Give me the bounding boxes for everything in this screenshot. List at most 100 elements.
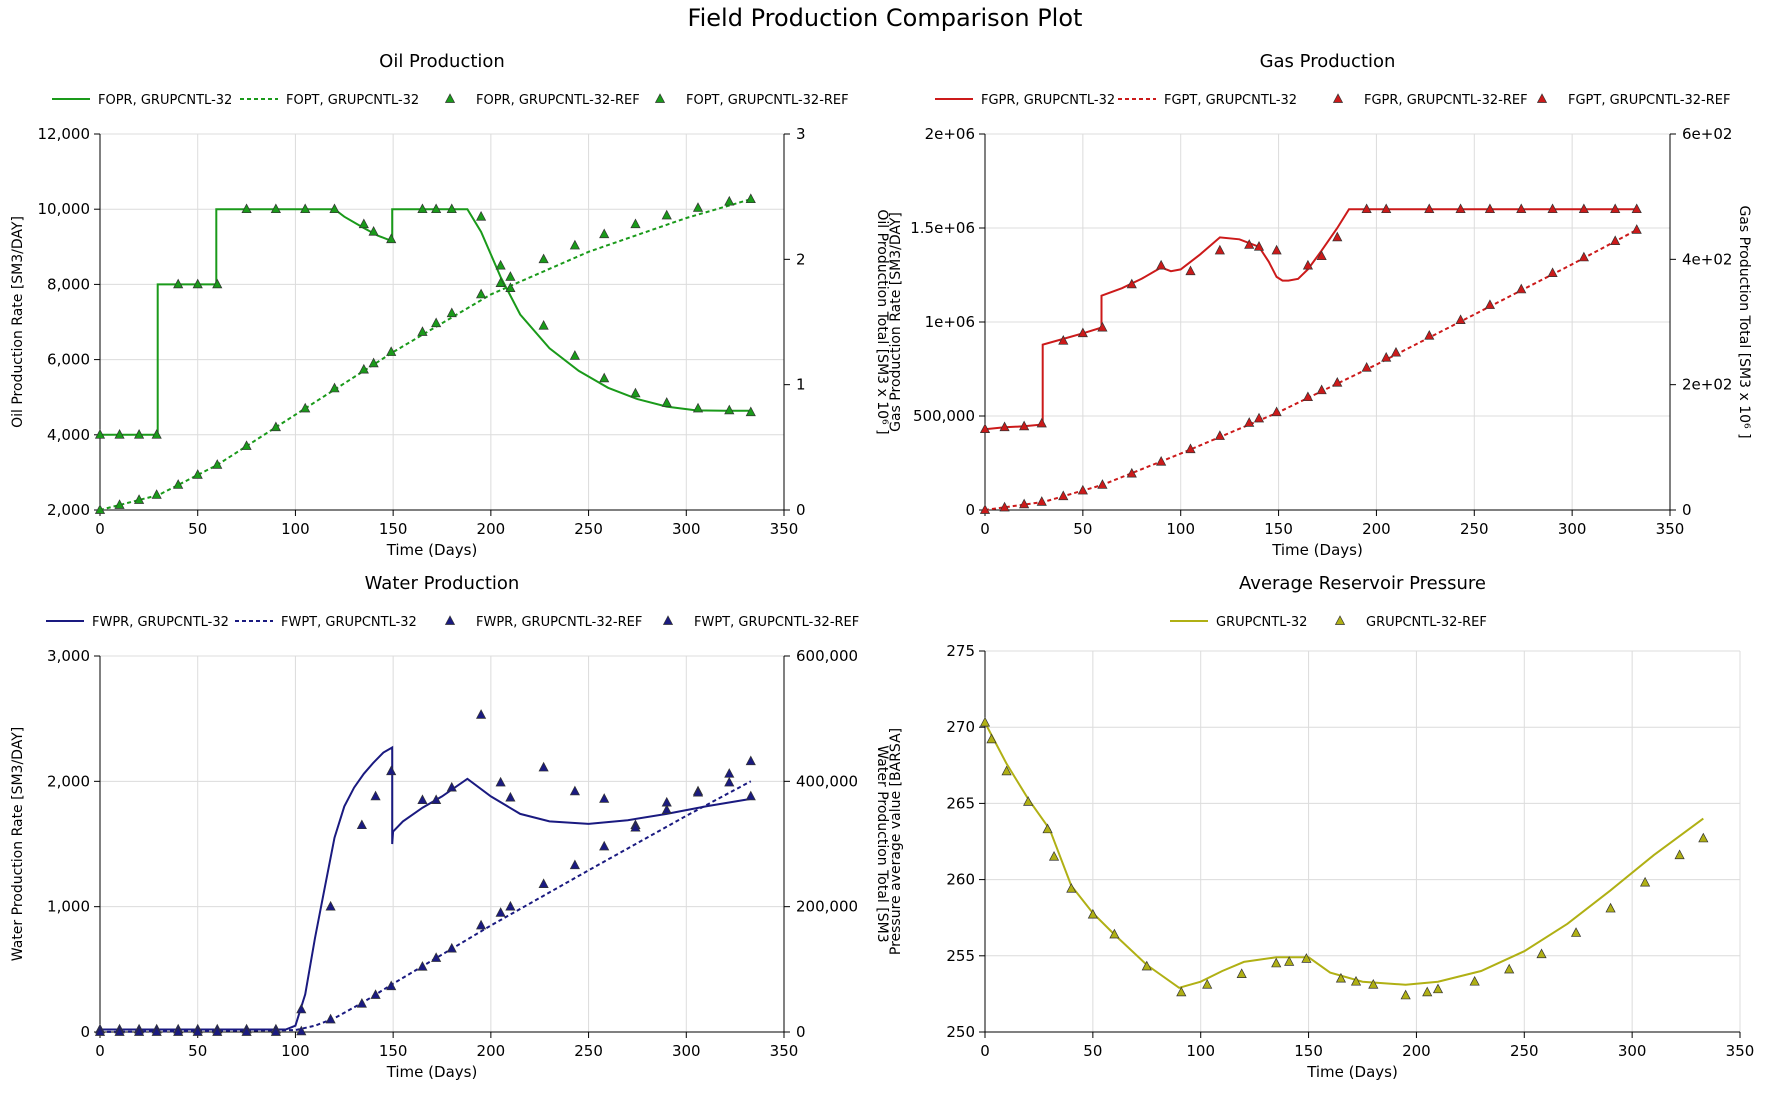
data-point [1271,957,1282,968]
data-point [1019,498,1030,509]
data-point [1001,765,1012,776]
data-point [94,429,106,439]
data-point [1019,420,1030,431]
y-tick-label: 6,000 [47,351,90,369]
y-axis-label: Oil Production Rate [SM3/DAY] [10,216,26,428]
legend-label: FGPR, GRUPCNTL-32 [981,93,1115,108]
chart-title: Average Reservoir Pressure [1239,573,1486,594]
data-point [1023,796,1034,806]
data-point [192,1026,203,1036]
y2-axis-label: Water Production Total [SM3 [874,745,890,942]
data-point [151,429,162,439]
data-point [999,421,1010,432]
x-tick-label: 100 [1186,1042,1215,1060]
data-point [476,709,487,719]
y-tick-label: 2,000 [47,501,90,519]
data-point [1536,948,1547,959]
data-point [1066,882,1077,893]
x-tick-label: 50 [1083,1042,1102,1060]
y-tick-label: 255 [946,947,975,965]
data-point [212,1026,223,1036]
series-line [99,780,752,1033]
data-point [745,755,756,766]
data-point [476,919,487,930]
data-point [241,203,252,214]
x-tick-label: 350 [770,1042,799,1060]
data-point [476,288,487,299]
data-point [1335,972,1347,983]
x-tick-label: 150 [379,1042,408,1060]
legend-marker [654,93,666,103]
data-point [1610,235,1621,246]
data-point [999,501,1010,512]
data-point [979,716,991,727]
data-point [538,761,549,772]
data-point [495,776,506,787]
x-tick-label: 100 [281,1042,310,1060]
data-point [212,278,223,289]
data-point [1361,361,1372,372]
data-point [1547,203,1558,214]
data-point [370,989,381,999]
data-point [538,320,549,330]
data-point [1271,406,1282,417]
data-point [431,317,442,328]
y-tick-label: 2e+06 [925,125,975,143]
data-point [1516,203,1527,214]
legend-label: FOPR, GRUPCNTL-32 [98,93,232,108]
y-tick-label: 1,000 [47,898,90,916]
data-point [630,218,641,229]
x-tick-label: 250 [1510,1042,1539,1060]
y-tick-label: 270 [946,718,975,736]
data-point [1036,417,1047,428]
data-point [495,277,506,287]
data-point [1424,330,1435,340]
y2-tick-label: 1 [796,376,806,394]
data-point [356,819,367,830]
data-point [1578,203,1589,214]
data-point [1058,335,1069,345]
data-point [1109,928,1120,939]
data-point [1631,224,1642,234]
data-point [431,952,442,962]
x-tick-label: 0 [980,1042,990,1060]
data-point [300,203,311,214]
x-tick-label: 300 [1558,520,1587,538]
data-point [1253,412,1265,423]
data-point [569,350,580,360]
data-point [358,218,369,229]
x-tick-label: 0 [980,520,990,538]
legend-label: GRUPCNTL-32 [1216,615,1307,630]
y2-tick-label: 400,000 [796,772,858,790]
data-point [538,253,549,264]
data-point [1422,986,1433,997]
x-tick-label: 250 [1460,520,1489,538]
data-point [569,785,580,796]
y2-tick-label: 600,000 [796,647,858,665]
x-tick-label: 150 [1294,1042,1323,1060]
data-point [1455,314,1466,324]
legend-marker [444,93,456,103]
data-point [476,210,487,221]
data-point [134,429,145,439]
pressure-panel: Average Reservoir Pressure 0 50 100 150 200 25… [888,573,1754,1081]
data-point [1484,203,1496,214]
data-point [1484,299,1496,309]
y2-axis-label: Gas Production Total [SM3 x 10⁶ ] [1736,205,1752,438]
data-point [325,1013,336,1024]
legend-label: FOPT, GRUPCNTL-32 [286,93,419,108]
data-point [192,278,203,289]
y2-tick-label: 4e+02 [1682,250,1732,268]
data-point [1036,496,1047,506]
data-point [173,1026,184,1036]
data-point [1236,968,1247,978]
x-tick-label: 150 [379,520,408,538]
x-tick-label: 150 [1264,520,1293,538]
data-point [1610,203,1621,214]
data-point [1361,203,1372,214]
data-point [300,402,311,413]
x-tick-label: 350 [770,520,799,538]
data-point [1698,832,1709,843]
data-point [1332,377,1343,387]
data-point [745,193,756,204]
